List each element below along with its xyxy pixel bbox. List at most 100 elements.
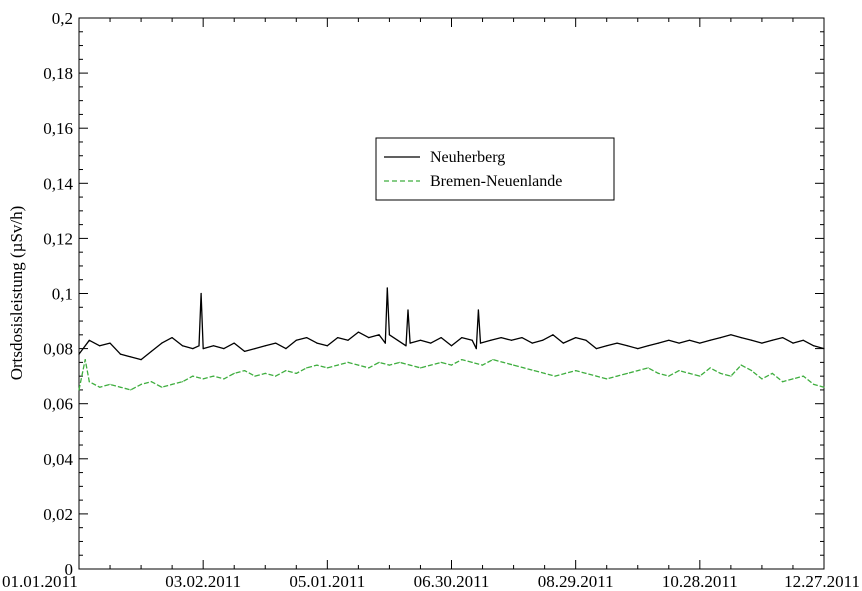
data-point-bremen-neuenlande xyxy=(699,375,701,377)
data-point-neuherberg xyxy=(430,342,432,344)
data-point-neuherberg xyxy=(386,287,388,289)
data-point-neuherberg xyxy=(647,345,649,347)
data-point-bremen-neuenlande xyxy=(316,364,318,366)
y-tick-label: 0,06 xyxy=(43,395,73,414)
x-tick-label: 10.28.2011 xyxy=(662,572,738,591)
y-tick-label: 0,02 xyxy=(43,505,73,524)
x-tick-label: 01.01.2011 xyxy=(2,572,78,591)
data-point-bremen-neuenlande xyxy=(430,364,432,366)
data-point-bremen-neuenlande xyxy=(657,372,660,374)
data-point-bremen-neuenlande xyxy=(119,386,121,388)
data-point-bremen-neuenlande xyxy=(419,367,422,369)
data-point-neuherberg xyxy=(140,359,142,361)
x-tick-label: 12.27.2011 xyxy=(784,572,860,591)
data-point-neuherberg xyxy=(595,348,598,350)
data-point-neuherberg xyxy=(244,350,246,352)
y-tick-label: 0,08 xyxy=(43,340,73,359)
data-point-bremen-neuenlande xyxy=(792,378,794,380)
data-point-bremen-neuenlande xyxy=(740,364,742,366)
data-point-neuherberg xyxy=(521,337,523,339)
data-point-bremen-neuenlande xyxy=(823,386,825,388)
data-point-neuherberg xyxy=(699,342,701,344)
data-point-neuherberg xyxy=(751,339,753,341)
x-tick-label: 08.29.2011 xyxy=(538,572,614,591)
data-point-bremen-neuenlande xyxy=(295,372,297,374)
legend-label-bremen-neuenlande: Bremen-Neuenlande xyxy=(430,173,562,190)
data-point-bremen-neuenlande xyxy=(751,370,753,372)
data-point-bremen-neuenlande xyxy=(99,386,101,388)
data-point-bremen-neuenlande xyxy=(585,372,587,374)
data-point-neuherberg xyxy=(198,345,200,347)
data-point-neuherberg xyxy=(450,345,453,347)
data-point-neuherberg xyxy=(761,342,763,344)
data-point-neuherberg xyxy=(668,339,670,341)
data-point-neuherberg xyxy=(161,342,163,344)
data-point-bremen-neuenlande xyxy=(212,375,215,377)
data-point-neuherberg xyxy=(347,339,349,341)
data-point-neuherberg xyxy=(200,292,202,295)
y-tick-label: 0,2 xyxy=(52,9,73,28)
data-point-neuherberg xyxy=(264,345,266,347)
data-point-bremen-neuenlande xyxy=(802,375,804,377)
data-point-bremen-neuenlande xyxy=(471,361,473,363)
data-point-bremen-neuenlande xyxy=(88,381,90,383)
data-point-bremen-neuenlande xyxy=(678,370,680,372)
data-point-bremen-neuenlande xyxy=(606,378,608,380)
data-point-neuherberg xyxy=(150,350,152,352)
series-line-bremen-neuenlande xyxy=(78,358,825,391)
data-point-bremen-neuenlande xyxy=(719,372,722,374)
data-point-bremen-neuenlande xyxy=(782,381,784,383)
data-point-bremen-neuenlande xyxy=(223,378,225,380)
data-point-bremen-neuenlande xyxy=(399,361,401,363)
data-point-neuherberg xyxy=(130,356,132,358)
data-point-bremen-neuenlande xyxy=(616,375,618,377)
data-point-neuherberg xyxy=(606,345,608,347)
data-point-neuherberg xyxy=(562,342,564,344)
data-point-neuherberg xyxy=(202,348,204,350)
data-point-neuherberg xyxy=(192,348,194,350)
data-point-neuherberg xyxy=(510,339,513,341)
data-point-bremen-neuenlande xyxy=(181,381,184,383)
data-point-bremen-neuenlande xyxy=(192,375,194,377)
data-point-neuherberg xyxy=(730,334,732,336)
data-point-neuherberg xyxy=(171,337,173,339)
data-point-bremen-neuenlande xyxy=(347,361,349,363)
data-point-neuherberg xyxy=(740,337,742,339)
data-point-neuherberg xyxy=(771,339,773,341)
data-point-bremen-neuenlande xyxy=(130,389,132,391)
data-point-neuherberg xyxy=(181,345,184,347)
data-point-bremen-neuenlande xyxy=(140,383,142,385)
data-point-neuherberg xyxy=(585,339,587,341)
data-point-bremen-neuenlande xyxy=(388,364,390,366)
data-point-neuherberg xyxy=(552,334,554,336)
data-point-bremen-neuenlande xyxy=(647,367,649,369)
data-point-bremen-neuenlande xyxy=(285,370,287,372)
data-point-neuherberg xyxy=(637,348,639,350)
y-tick-label: 0,1 xyxy=(52,285,73,304)
data-point-neuherberg xyxy=(782,337,784,339)
data-point-neuherberg xyxy=(378,334,380,336)
data-point-neuherberg xyxy=(500,337,502,339)
data-point-neuherberg xyxy=(357,331,359,333)
data-point-neuherberg xyxy=(802,339,804,341)
data-point-neuherberg xyxy=(490,339,492,341)
data-point-neuherberg xyxy=(813,345,815,347)
data-point-neuherberg xyxy=(616,342,618,344)
data-point-neuherberg xyxy=(78,353,80,355)
data-point-neuherberg xyxy=(275,342,277,344)
data-point-neuherberg xyxy=(719,337,722,339)
y-axis-ticks: 0 0,02 0,04 0,06 0,08 0,1 0,12 0,14 0,16 0,18 0,2 xyxy=(43,9,824,579)
data-point-bremen-neuenlande xyxy=(730,375,732,377)
data-point-bremen-neuenlande xyxy=(502,361,504,363)
data-point-neuherberg xyxy=(306,337,308,339)
y-tick-label: 0,16 xyxy=(43,119,73,138)
data-point-bremen-neuenlande xyxy=(595,375,598,377)
data-point-neuherberg xyxy=(475,348,477,350)
data-point-neuherberg xyxy=(477,309,479,311)
data-point-neuherberg xyxy=(233,342,235,344)
series-layer xyxy=(78,287,825,391)
data-point-neuherberg xyxy=(337,337,339,339)
data-point-bremen-neuenlande xyxy=(202,378,204,380)
data-point-bremen-neuenlande xyxy=(637,370,639,372)
